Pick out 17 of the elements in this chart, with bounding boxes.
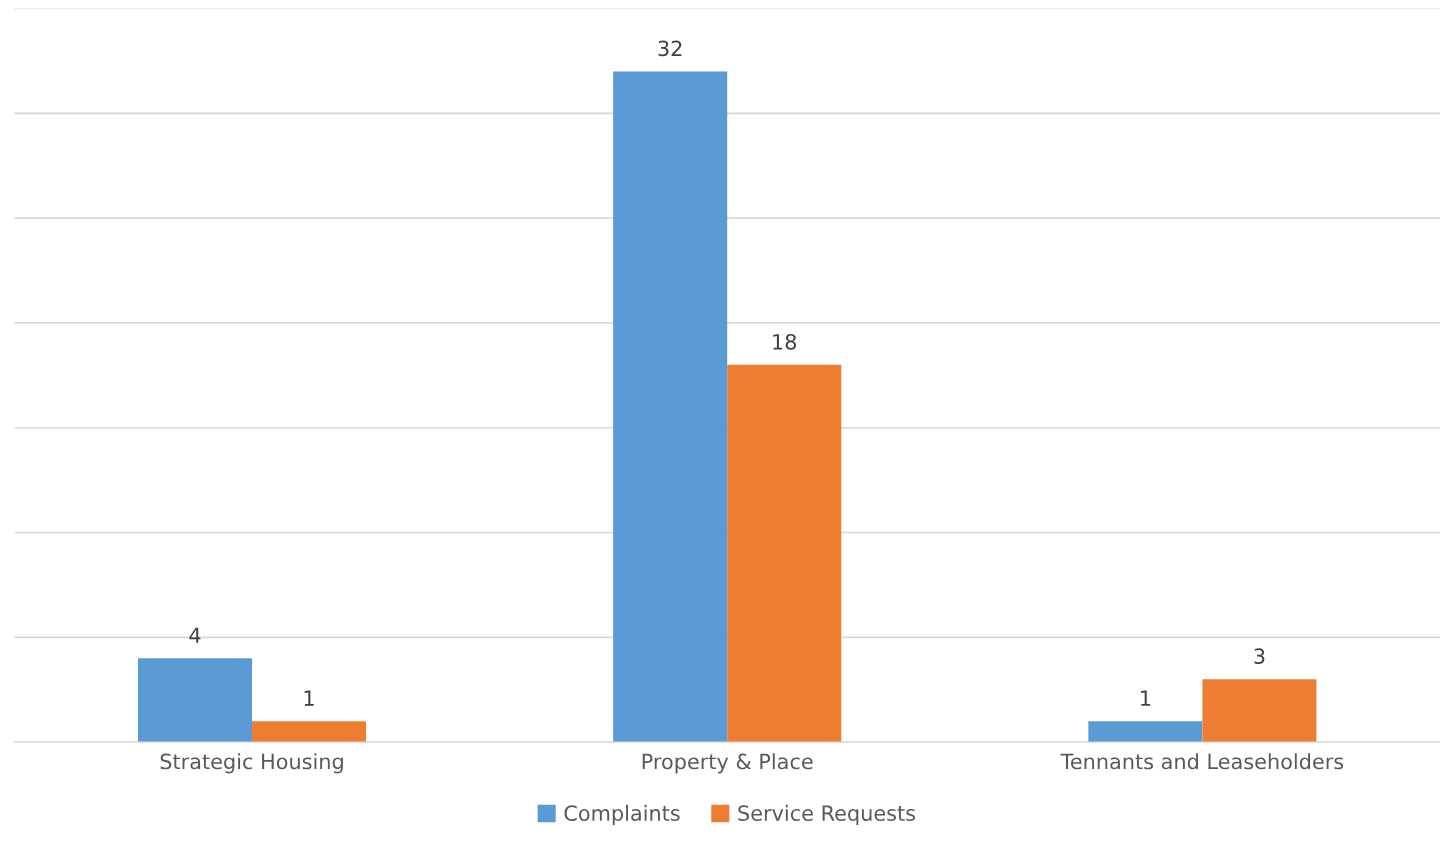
bar — [1202, 679, 1317, 743]
data-label: 1 — [1141, 690, 1151, 706]
bar — [252, 721, 367, 743]
x-tick-label: Property & Place — [642, 753, 813, 774]
bar — [137, 658, 252, 743]
data-label: 3 — [1254, 648, 1265, 665]
legend-label: Complaints — [564, 804, 680, 826]
bar — [613, 71, 728, 743]
x-tick-label: Strategic Housing — [160, 753, 343, 774]
data-label: 18 — [773, 333, 797, 350]
legend-label: Service Requests — [738, 804, 916, 826]
data-label: 1 — [304, 690, 314, 706]
data-label: 32 — [658, 40, 682, 57]
bar — [1088, 721, 1203, 743]
bar — [727, 364, 842, 743]
x-tick-label: Tennants and Leaseholders — [1060, 753, 1344, 770]
data-label: 4 — [189, 627, 201, 643]
